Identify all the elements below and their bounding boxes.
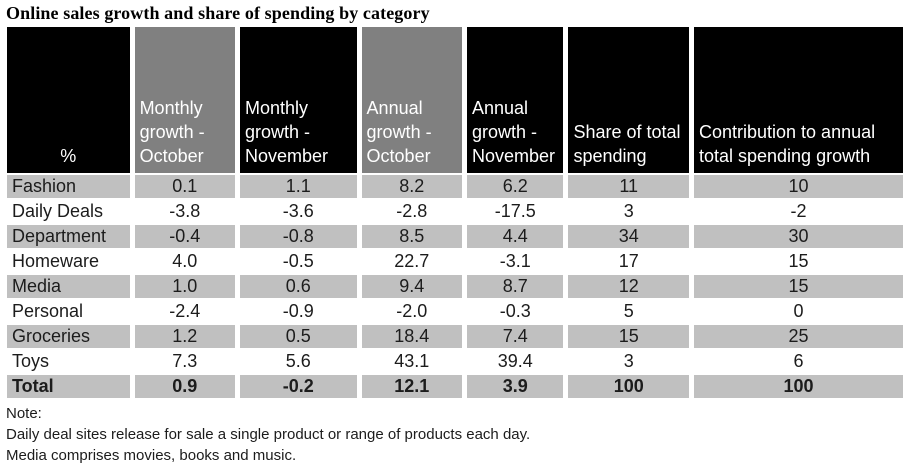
row-category: Media <box>7 275 130 298</box>
cell-value: 6 <box>793 351 804 371</box>
cell-value: 15 <box>788 251 809 271</box>
page-title: Online sales growth and share of spendin… <box>6 3 430 23</box>
cell-value: 9.4 <box>361 275 462 298</box>
row-category: Total <box>7 375 130 398</box>
cell-value: 5 <box>623 301 634 321</box>
col-header-monthly-growth-october: Monthly growth - October <box>134 27 236 173</box>
cell-value: 8.5 <box>361 225 462 248</box>
cell-value: -3.6 <box>282 201 314 221</box>
cell-value: 12.1 <box>361 375 462 398</box>
table-row-toys: Toys 7.3 5.6 43.1 39.4 3 6 <box>7 350 903 373</box>
note-label: Note: <box>6 405 42 422</box>
row-category: Personal <box>12 301 84 321</box>
cell-value: 3.9 <box>467 375 564 398</box>
table-row-homeware: Homeware 4.0 -0.5 22.7 -3.1 17 15 <box>7 250 903 273</box>
row-category: Homeware <box>12 251 100 271</box>
cell-value: 11 <box>568 175 689 198</box>
col-header-share-of-total-spending: Share of total spending <box>568 27 689 173</box>
cell-value: 100 <box>568 375 689 398</box>
table-row-department: Department -0.4 -0.8 8.5 4.4 34 30 <box>7 225 903 248</box>
row-category: Groceries <box>7 325 130 348</box>
cell-value: -0.9 <box>282 301 314 321</box>
cell-value: -0.3 <box>499 301 531 321</box>
col-header-annual-growth-october: Annual growth - October <box>361 27 462 173</box>
cell-value: -0.4 <box>134 225 236 248</box>
cell-value: 34 <box>568 225 689 248</box>
cell-value: 7.4 <box>467 325 564 348</box>
cell-value: 3 <box>623 351 634 371</box>
cell-value: 10 <box>693 175 903 198</box>
row-category: Fashion <box>7 175 130 198</box>
table-row-total: Total 0.9 -0.2 12.1 3.9 100 100 <box>7 375 903 398</box>
cell-value: 1.2 <box>134 325 236 348</box>
table-row-daily-deals: Daily Deals -3.8 -3.6 -2.8 -17.5 3 -2 <box>7 200 903 223</box>
cell-value: 0 <box>793 301 804 321</box>
cell-value: 100 <box>693 375 903 398</box>
cell-value: 0.1 <box>134 175 236 198</box>
sales-growth-table: % Monthly growth - October Monthly growt… <box>2 25 908 400</box>
cell-value: 5.6 <box>285 351 311 371</box>
table-row-groceries: Groceries 1.2 0.5 18.4 7.4 15 25 <box>7 325 903 348</box>
cell-value: 6.2 <box>467 175 564 198</box>
table-row-personal: Personal -2.4 -0.9 -2.0 -0.3 5 0 <box>7 300 903 323</box>
col-header-percent: % <box>7 27 130 173</box>
cell-value: -3.8 <box>169 201 201 221</box>
cell-value: -2.0 <box>396 301 428 321</box>
cell-value: 0.5 <box>240 325 357 348</box>
cell-value: 0.9 <box>134 375 236 398</box>
cell-value: 4.0 <box>172 251 198 271</box>
note-line: Media comprises movies, books and music. <box>6 447 297 464</box>
cell-value: 17 <box>618 251 639 271</box>
cell-value: -2.4 <box>169 301 201 321</box>
header-row: % Monthly growth - October Monthly growt… <box>7 27 903 173</box>
cell-value: 25 <box>693 325 903 348</box>
cell-value: 8.2 <box>361 175 462 198</box>
col-header-contribution-to-growth: Contribution to annual total spending gr… <box>693 27 903 173</box>
cell-value: -2 <box>790 201 807 221</box>
cell-value: 0.6 <box>240 275 357 298</box>
cell-value: 43.1 <box>394 351 430 371</box>
row-category: Daily Deals <box>12 201 104 221</box>
cell-value: 1.1 <box>240 175 357 198</box>
cell-value: -0.8 <box>240 225 357 248</box>
cell-value: 4.4 <box>467 225 564 248</box>
cell-value: -0.5 <box>282 251 314 271</box>
table-row-fashion: Fashion 0.1 1.1 8.2 6.2 11 10 <box>7 175 903 198</box>
footnotes: Note: Daily deal sites release for sale … <box>6 403 919 466</box>
cell-value: -3.1 <box>499 251 531 271</box>
cell-value: -0.2 <box>240 375 357 398</box>
table-row-media: Media 1.0 0.6 9.4 8.7 12 15 <box>7 275 903 298</box>
note-line: Daily deal sites release for sale a sing… <box>6 426 531 443</box>
cell-value: 12 <box>568 275 689 298</box>
cell-value: 15 <box>568 325 689 348</box>
cell-value: -17.5 <box>494 201 536 221</box>
cell-value: 22.7 <box>394 251 430 271</box>
col-header-annual-growth-november: Annual growth - November <box>467 27 564 173</box>
row-category: Department <box>7 225 130 248</box>
cell-value: 8.7 <box>467 275 564 298</box>
cell-value: 39.4 <box>497 351 533 371</box>
cell-value: 18.4 <box>361 325 462 348</box>
cell-value: 30 <box>693 225 903 248</box>
cell-value: -2.8 <box>396 201 428 221</box>
cell-value: 1.0 <box>134 275 236 298</box>
cell-value: 3 <box>623 201 634 221</box>
cell-value: 7.3 <box>172 351 198 371</box>
cell-value: 15 <box>693 275 903 298</box>
col-header-monthly-growth-november: Monthly growth - November <box>240 27 357 173</box>
row-category: Toys <box>12 351 50 371</box>
